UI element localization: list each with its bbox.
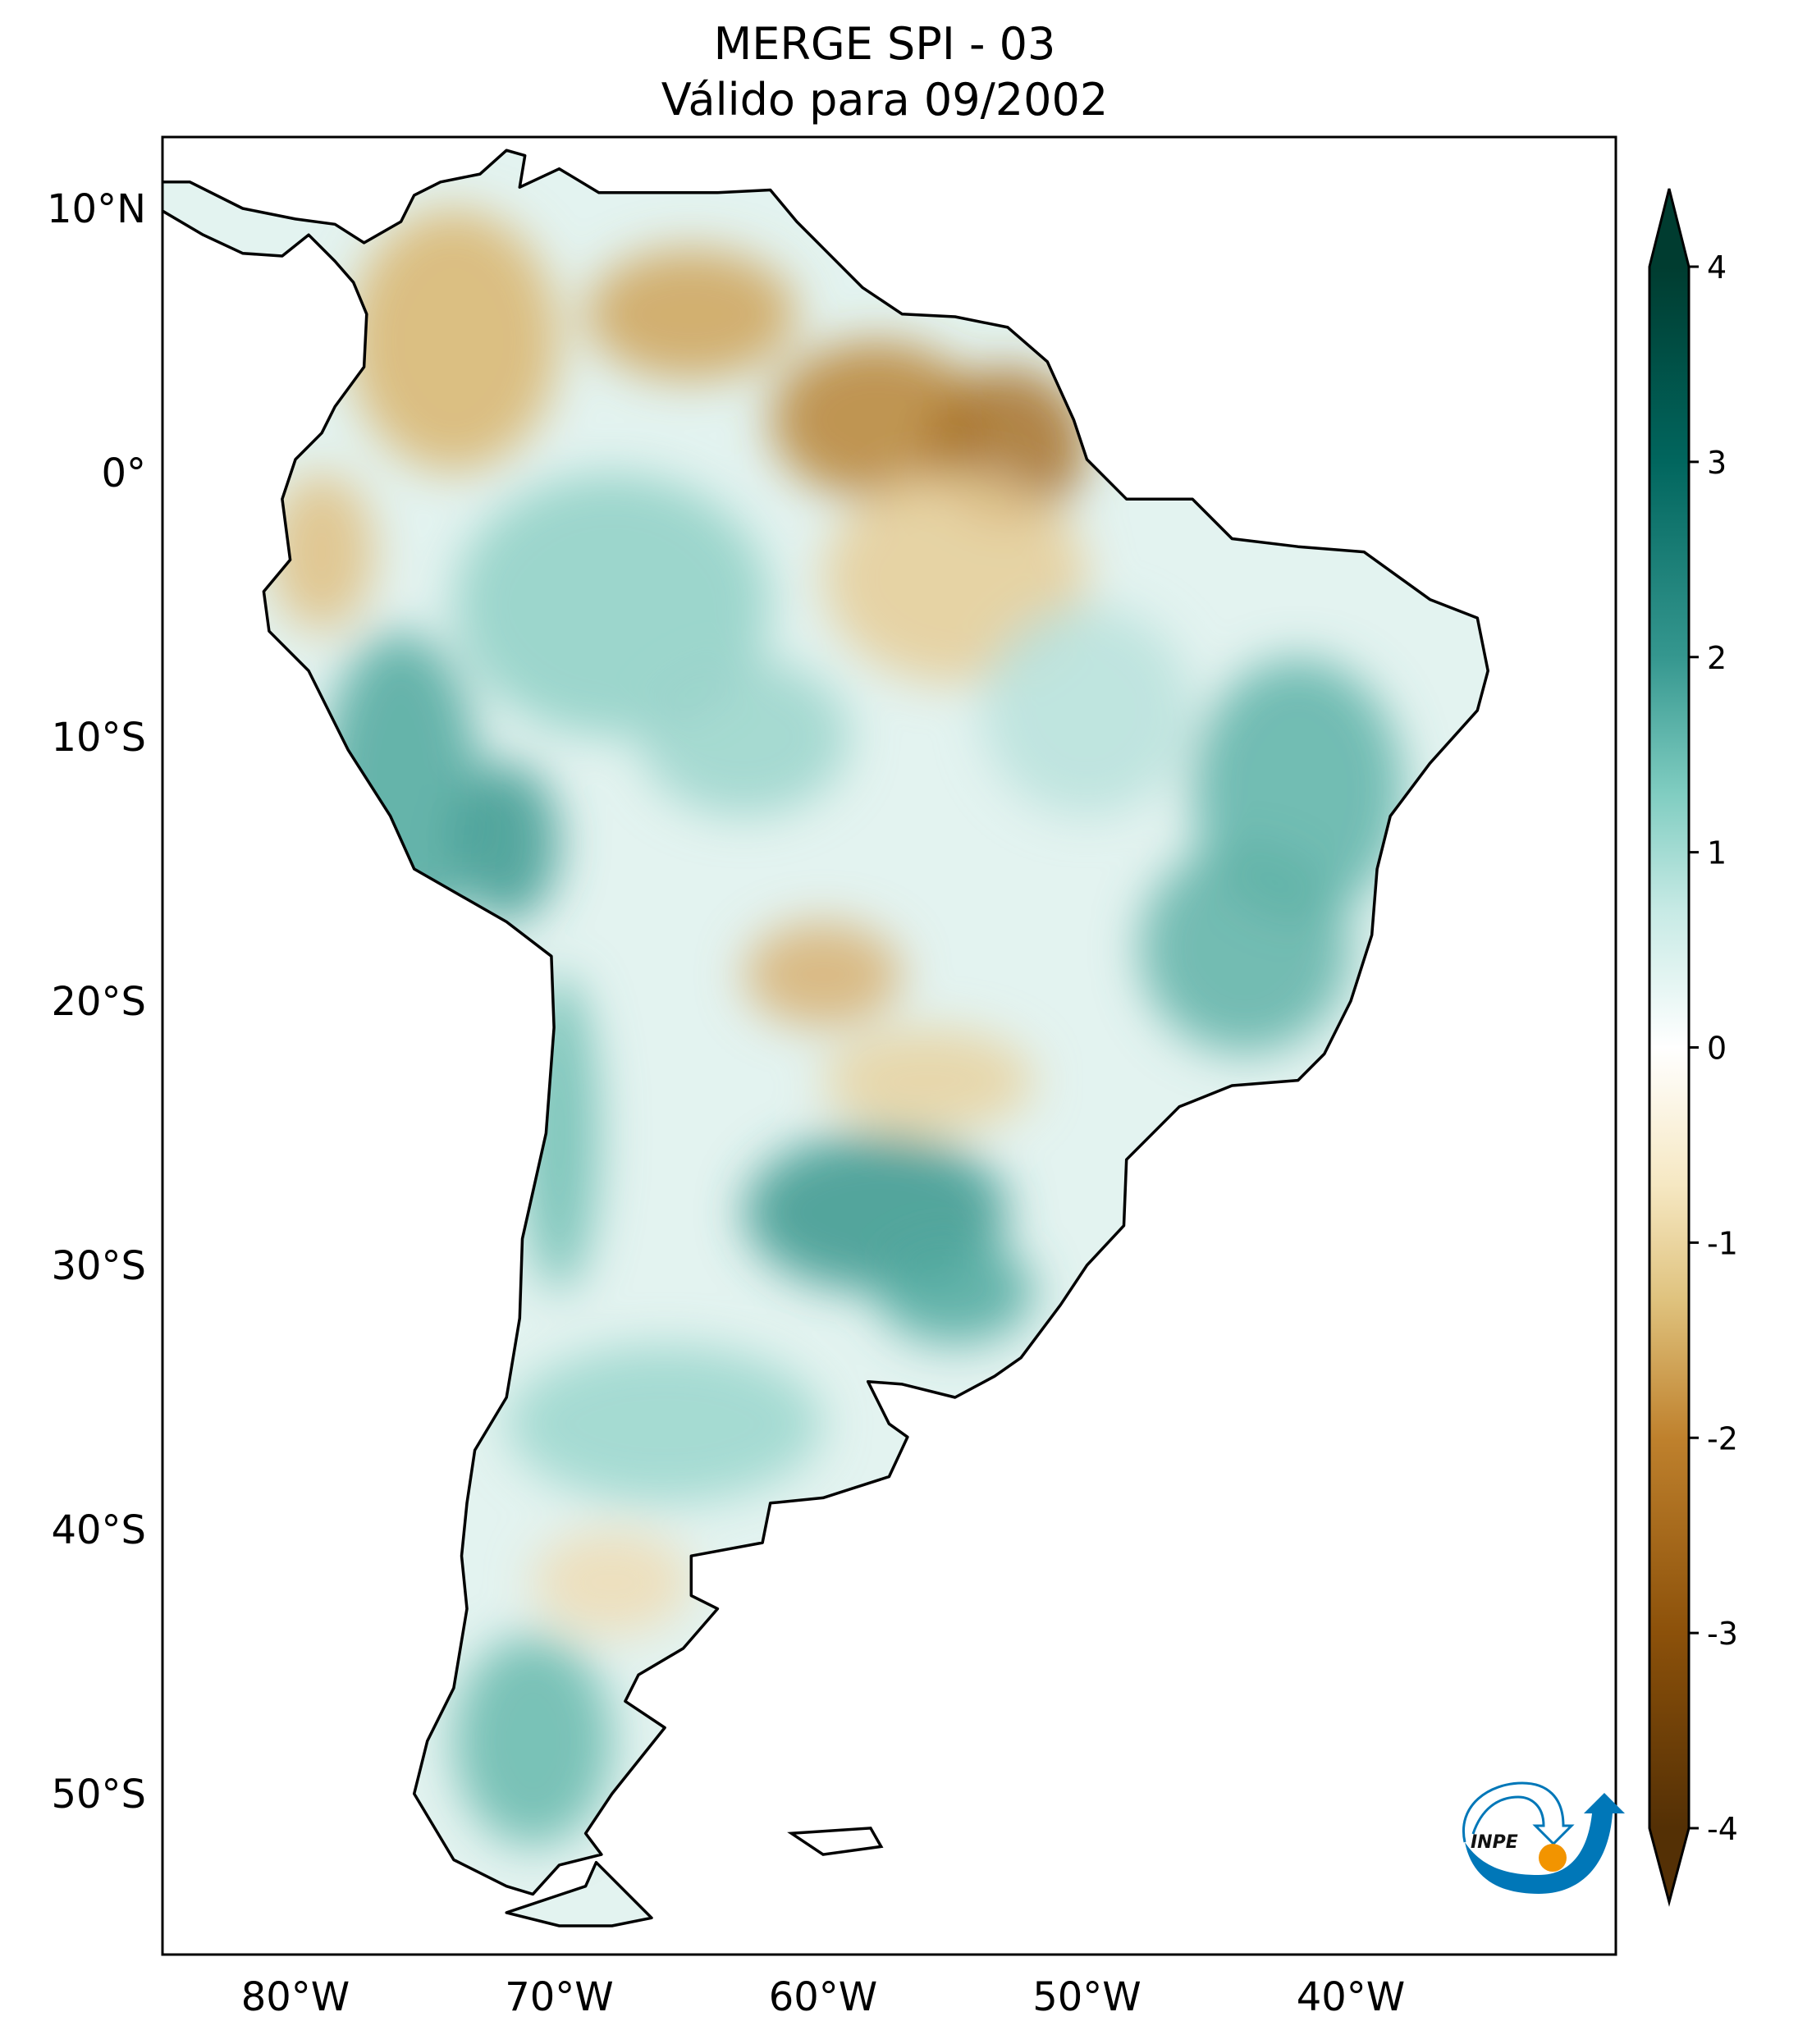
spi-anomaly-region (1140, 843, 1351, 1054)
lon-tick-label: 60°W (769, 1974, 878, 2020)
colorbar-tick-label: -3 (1707, 1616, 1738, 1652)
lat-tick-label: 0° (101, 450, 146, 496)
lat-tick-label: 50°S (51, 1772, 146, 1818)
coastline (162, 149, 1489, 1927)
spi-anomaly-region (744, 921, 902, 1027)
logo-text: INPE (1471, 1832, 1518, 1853)
colorbar-tick-label: 1 (1707, 835, 1727, 871)
spi-anomaly-region (519, 976, 599, 1291)
colorbar-ticks: 4 3 2 1 0 -1 -2 -3 -4 (1689, 249, 1738, 1847)
spi-anomaly-region (586, 248, 797, 380)
map-frame (161, 135, 1617, 1956)
spi-anomaly-region (348, 209, 559, 472)
colorbar-tick-label: 0 (1707, 1031, 1727, 1067)
spi-anomaly-region (981, 605, 1192, 816)
lon-tick-label: 40°W (1297, 1974, 1406, 2020)
logo-swoosh-outline (1462, 1781, 1575, 1846)
longitude-axis: 80°W 70°W 60°W 50°W 40°W (241, 1974, 1406, 2020)
spi-anomaly-region (322, 632, 480, 948)
lat-tick-label: 40°S (51, 1507, 146, 1553)
spi-anomaly-region (876, 1239, 1034, 1345)
spi-anomaly-region (507, 1345, 823, 1503)
lon-tick-label: 50°W (1032, 1974, 1141, 2020)
title-line-2: Válido para 09/2002 (661, 74, 1108, 126)
colorbar-tick-label: 3 (1707, 445, 1727, 481)
spi-anomaly-region (638, 658, 849, 816)
colorbar-tick-label: -1 (1707, 1225, 1738, 1261)
spi-field (162, 150, 1489, 1926)
lat-tick-label: 10°S (51, 715, 146, 761)
colorbar-tick-label: -4 (1707, 1811, 1738, 1847)
lat-tick-label: 30°S (51, 1243, 146, 1289)
spi-anomaly-region (823, 1027, 1034, 1133)
title-line-1: MERGE SPI - 03 (714, 18, 1056, 70)
logo-swoosh (1465, 1793, 1625, 1894)
islands-coastline (787, 1827, 884, 1856)
spi-anomaly-region (454, 1635, 612, 1846)
lat-tick-label: 20°S (51, 979, 146, 1025)
map-area (162, 149, 1489, 1927)
inpe-logo: INPE (1462, 1781, 1625, 1894)
colorbar-tick-label: -2 (1707, 1420, 1738, 1456)
colorbar: 4 3 2 1 0 -1 -2 -3 -4 (1648, 188, 1738, 1907)
spi-anomaly-region (269, 473, 375, 631)
colorbar-tick-label: 2 (1707, 640, 1727, 676)
lon-tick-label: 80°W (241, 1974, 350, 2020)
spi-anomaly-region (771, 341, 981, 499)
colorbar-body (1648, 188, 1690, 1907)
latitude-axis: 10°N 0° 10°S 20°S 30°S 40°S 50°S (47, 186, 146, 1818)
lat-tick-label: 10°N (47, 186, 146, 232)
lon-tick-label: 70°W (505, 1974, 614, 2020)
logo-sun (1539, 1844, 1567, 1872)
colorbar-tick-label: 4 (1707, 249, 1727, 286)
spi-anomaly-region (454, 763, 560, 921)
spi-anomaly-region (533, 1530, 691, 1635)
